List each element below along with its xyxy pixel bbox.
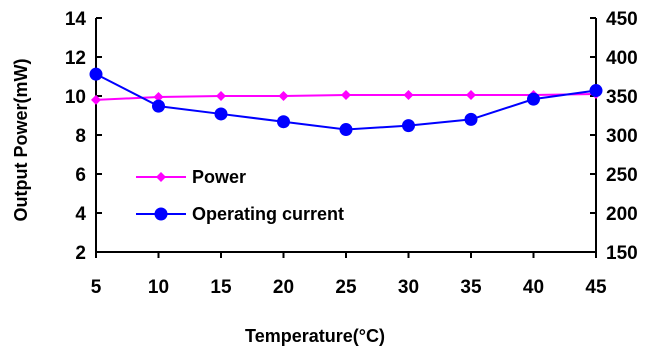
y-tick-label: 8 — [75, 126, 86, 147]
y-tick-label: 6 — [75, 165, 86, 186]
x-tick-label: 20 — [273, 277, 294, 298]
data-point — [89, 67, 103, 81]
legend-marker — [154, 207, 168, 221]
tick-labels: 2 4 6 8 10 12 14 150 200 250 300 350 400 450 5 10 15 20 25… — [65, 9, 638, 298]
legend-label: Operating current — [192, 204, 344, 224]
y-tick-label: 2 — [75, 243, 86, 264]
x-tick-label: 15 — [210, 277, 232, 298]
x-tick-label: 25 — [335, 277, 357, 298]
series-line — [95, 73, 597, 131]
data-point — [278, 91, 289, 101]
y2-tick-label: 150 — [606, 243, 638, 264]
series-layer — [89, 67, 603, 137]
data-point — [527, 92, 540, 106]
data-point — [277, 115, 290, 129]
data-point — [339, 123, 353, 137]
data-point — [464, 112, 478, 126]
y-tick-label: 12 — [65, 48, 86, 69]
y2-tick-label: 350 — [606, 87, 638, 108]
x-tick-label: 30 — [398, 277, 419, 298]
legend-marker — [156, 172, 166, 182]
y2-tick-label: 450 — [606, 9, 638, 30]
y2-tick-label: 200 — [606, 204, 638, 225]
y-axis-title: Output Power(mW) — [11, 59, 31, 222]
x-tick-label: 10 — [148, 277, 169, 298]
data-point — [153, 91, 164, 102]
x-tick-label: 45 — [585, 277, 607, 298]
y2-tick-label: 300 — [606, 126, 638, 147]
data-point — [466, 90, 476, 101]
legend-label: Power — [192, 167, 246, 187]
data-point — [91, 94, 101, 105]
y-tick-label: 14 — [65, 9, 87, 30]
x-axis-title: Temperature(°C) — [245, 326, 385, 346]
y-tick-label: 10 — [65, 87, 86, 108]
data-point — [341, 90, 351, 101]
data-point — [589, 84, 603, 98]
data-point — [214, 107, 228, 121]
data-point — [216, 91, 226, 101]
x-tick-label: 35 — [460, 277, 482, 298]
legend: Power Operating current — [136, 167, 344, 224]
y2-tick-label: 400 — [606, 48, 638, 69]
axes — [95, 17, 597, 258]
x-tick-label: 5 — [91, 277, 102, 298]
data-point — [403, 90, 414, 101]
data-point — [152, 99, 165, 113]
x-tick-label: 40 — [523, 277, 544, 298]
y2-tick-label: 250 — [606, 165, 638, 186]
y-tick-label: 4 — [75, 204, 86, 225]
data-point — [402, 119, 415, 133]
